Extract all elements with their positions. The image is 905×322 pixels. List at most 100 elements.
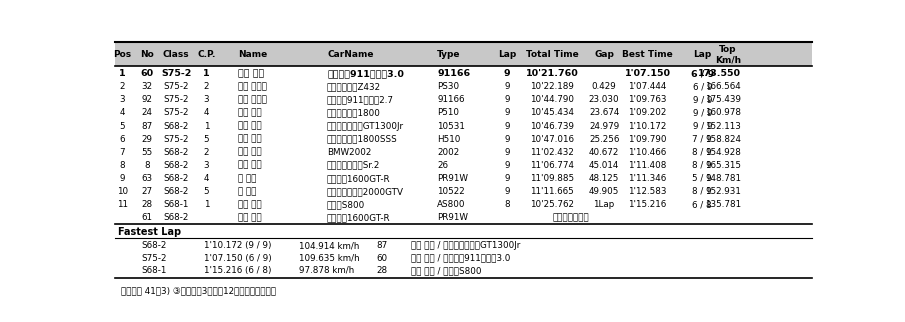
Text: ブルーバード1800SSS: ブルーバード1800SSS bbox=[327, 135, 398, 144]
Text: ブルーバード1800: ブルーバード1800 bbox=[327, 109, 381, 118]
Text: 5: 5 bbox=[119, 121, 125, 130]
Text: 1'07.150: 1'07.150 bbox=[624, 69, 671, 78]
Text: 104.914 km/h: 104.914 km/h bbox=[299, 241, 359, 250]
Text: 97.878 km/h: 97.878 km/h bbox=[299, 266, 354, 275]
Text: 関 修治: 関 修治 bbox=[238, 187, 256, 196]
Text: 11'09.885: 11'09.885 bbox=[530, 174, 575, 183]
Text: 6 / 9: 6 / 9 bbox=[691, 69, 714, 78]
Text: 40.672: 40.672 bbox=[589, 148, 619, 157]
Text: 8: 8 bbox=[504, 200, 510, 209]
Text: S75-2: S75-2 bbox=[164, 95, 189, 104]
Text: 岸沢 陽一郎: 岸沢 陽一郎 bbox=[238, 95, 267, 104]
Text: 160.978: 160.978 bbox=[705, 109, 741, 118]
Text: Total Time: Total Time bbox=[526, 50, 578, 59]
Text: 7: 7 bbox=[119, 148, 125, 157]
Text: No: No bbox=[140, 50, 154, 59]
Text: 1'11.346: 1'11.346 bbox=[628, 174, 667, 183]
Text: ヘレット1600GT-R: ヘレット1600GT-R bbox=[327, 174, 391, 183]
Text: S75-2: S75-2 bbox=[141, 254, 167, 262]
Text: Type: Type bbox=[437, 50, 461, 59]
Text: 92: 92 bbox=[141, 95, 152, 104]
Text: Top
Km/h: Top Km/h bbox=[715, 45, 741, 64]
Text: 11'11.665: 11'11.665 bbox=[530, 187, 574, 196]
Text: S68-2: S68-2 bbox=[164, 148, 189, 157]
Text: S68-2: S68-2 bbox=[164, 174, 189, 183]
Text: アルファロメイGT1300Jr: アルファロメイGT1300Jr bbox=[327, 121, 405, 130]
Text: 8: 8 bbox=[144, 161, 149, 170]
Text: 9 / 9: 9 / 9 bbox=[692, 121, 712, 130]
Text: 9: 9 bbox=[119, 174, 125, 183]
Text: 1Lap: 1Lap bbox=[594, 200, 614, 209]
Text: Fastest Lap: Fastest Lap bbox=[118, 227, 181, 237]
Text: 9: 9 bbox=[505, 95, 510, 104]
Text: Class: Class bbox=[163, 50, 189, 59]
Text: 60: 60 bbox=[140, 69, 153, 78]
Text: Best Time: Best Time bbox=[623, 50, 673, 59]
Text: 109.635 km/h: 109.635 km/h bbox=[299, 254, 359, 262]
Text: 4: 4 bbox=[204, 174, 209, 183]
Text: 9: 9 bbox=[505, 148, 510, 157]
Text: ロータスエランSr.2: ロータスエランSr.2 bbox=[327, 161, 380, 170]
Text: 1'15.216: 1'15.216 bbox=[628, 200, 667, 209]
Text: 32: 32 bbox=[141, 82, 152, 91]
Text: 91166: 91166 bbox=[437, 69, 471, 78]
Text: 28: 28 bbox=[141, 200, 152, 209]
Text: 27: 27 bbox=[141, 187, 152, 196]
Text: 87: 87 bbox=[141, 121, 152, 130]
Text: 10'21.760: 10'21.760 bbox=[526, 69, 578, 78]
Text: 加藤 隆文: 加藤 隆文 bbox=[238, 213, 262, 222]
Text: 135.781: 135.781 bbox=[705, 200, 741, 209]
Text: 60: 60 bbox=[376, 254, 387, 262]
Text: 25.256: 25.256 bbox=[589, 135, 619, 144]
Bar bbox=[116, 43, 812, 66]
Text: 7 / 9: 7 / 9 bbox=[692, 135, 712, 144]
Text: 61: 61 bbox=[141, 213, 152, 222]
Text: 9: 9 bbox=[505, 174, 510, 183]
Text: 9 / 9: 9 / 9 bbox=[692, 95, 712, 104]
Text: PS30: PS30 bbox=[437, 82, 459, 91]
Text: 4: 4 bbox=[204, 109, 209, 118]
Text: 3: 3 bbox=[204, 95, 209, 104]
Text: 10'46.739: 10'46.739 bbox=[530, 121, 574, 130]
Text: PR91W: PR91W bbox=[437, 174, 468, 183]
Text: 166.564: 166.564 bbox=[705, 82, 741, 91]
Text: ヘレット1600GT-R: ヘレット1600GT-R bbox=[327, 213, 391, 222]
Text: フェアレディZ432: フェアレディZ432 bbox=[327, 82, 381, 91]
Text: S75-2: S75-2 bbox=[161, 69, 192, 78]
Text: 158.824: 158.824 bbox=[705, 135, 741, 144]
Text: 9: 9 bbox=[505, 109, 510, 118]
Text: 55: 55 bbox=[141, 148, 152, 157]
Text: 45.014: 45.014 bbox=[589, 161, 619, 170]
Text: 6 / 8: 6 / 8 bbox=[692, 200, 712, 209]
Text: 10'45.434: 10'45.434 bbox=[530, 109, 574, 118]
Text: 1: 1 bbox=[204, 200, 209, 209]
Text: 9: 9 bbox=[505, 161, 510, 170]
Text: 9: 9 bbox=[504, 69, 510, 78]
Text: 1'15.216 (6 / 8): 1'15.216 (6 / 8) bbox=[205, 266, 272, 275]
Text: 4: 4 bbox=[119, 109, 125, 118]
Text: 152.931: 152.931 bbox=[705, 187, 741, 196]
Text: アルファロメイ2000GTV: アルファロメイ2000GTV bbox=[327, 187, 404, 196]
Text: 9: 9 bbox=[505, 135, 510, 144]
Text: Lap: Lap bbox=[498, 50, 517, 59]
Text: 11'02.432: 11'02.432 bbox=[530, 148, 574, 157]
Text: 10'25.762: 10'25.762 bbox=[530, 200, 574, 209]
Text: 1'09.763: 1'09.763 bbox=[628, 95, 667, 104]
Text: 49.905: 49.905 bbox=[589, 187, 619, 196]
Text: 24.979: 24.979 bbox=[589, 121, 619, 130]
Text: S68-2: S68-2 bbox=[164, 161, 189, 170]
Text: 148.781: 148.781 bbox=[705, 174, 741, 183]
Text: 加藤 雅通: 加藤 雅通 bbox=[238, 121, 262, 130]
Text: 1: 1 bbox=[204, 121, 209, 130]
Text: 5: 5 bbox=[204, 135, 209, 144]
Text: S68-2: S68-2 bbox=[141, 241, 167, 250]
Text: BMW2002: BMW2002 bbox=[327, 148, 371, 157]
Text: Gap: Gap bbox=[595, 50, 614, 59]
Text: 3: 3 bbox=[119, 95, 125, 104]
Text: S68-2: S68-2 bbox=[164, 213, 189, 222]
Text: 特別規則 41：3) ③により、3周減笡12周レースとする。: 特別規則 41：3) ③により、3周減笡12周レースとする。 bbox=[121, 286, 276, 295]
Text: 10'44.790: 10'44.790 bbox=[530, 95, 574, 104]
Text: Lap: Lap bbox=[693, 50, 711, 59]
Text: 175.439: 175.439 bbox=[705, 95, 741, 104]
Text: P510: P510 bbox=[437, 109, 459, 118]
